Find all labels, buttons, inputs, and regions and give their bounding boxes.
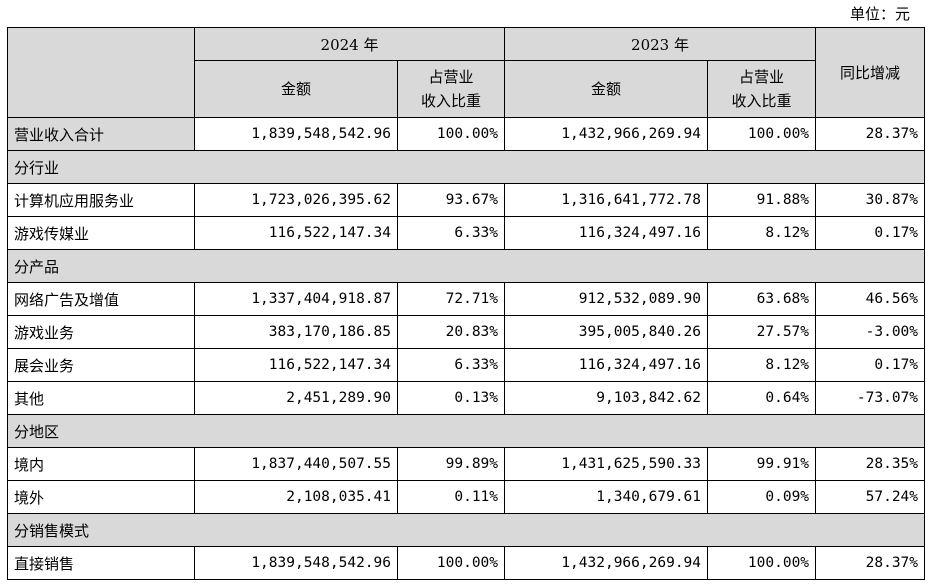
- header-amount-2024: 金额: [194, 60, 398, 118]
- unit-label: 单位：元: [849, 5, 910, 23]
- header-row-columns: 金额 占营业 收入比重 金额 占营业 收入比重: [8, 60, 925, 118]
- table-row: 展会业务 116,522,147.34 6.33% 116,324,497.16 8.1…: [7, 348, 926, 382]
- table-row: 境外 2,108,035.41 0.11% 1,340,679.61 0.09% 57.2…: [7, 480, 926, 514]
- row-label: 游戏传媒业: [7, 216, 195, 250]
- yoy-cell: -3.00%: [815, 315, 926, 349]
- table-body: 2024 年 2023 年 同比增减 金额 占营业 收入比重 金额 占营业 收入…: [6, 27, 926, 580]
- header-corner-cell: [7, 27, 195, 118]
- header-amount-2023: 金额: [504, 60, 709, 118]
- ratio-2024-cell: 0.13%: [396, 381, 506, 415]
- amount-2023-cell: 1,432,966,269.94: [504, 546, 709, 580]
- ratio-2023-cell: 8.12%: [707, 216, 817, 250]
- header-yoy: 同比增减: [815, 27, 926, 118]
- header-year-2023: 2023 年: [504, 27, 817, 61]
- amount-2023-cell: 1,431,625,590.33: [504, 447, 709, 481]
- section-label: 分销售模式: [6, 513, 926, 547]
- amount-2023-cell: 116,324,497.16: [504, 216, 709, 250]
- ratio-2024-cell: 6.33%: [396, 216, 506, 250]
- row-label: 直接销售: [7, 546, 195, 580]
- row-label: 网络广告及增值: [7, 282, 195, 316]
- table-row: 营业收入合计 1,839,548,542.96 100.00% 1,432,966,2…: [7, 117, 926, 151]
- amount-2024-cell: 383,170,186.85: [194, 315, 398, 349]
- ratio-2023-cell: 63.68%: [707, 282, 817, 316]
- amount-2024-cell: 116,522,147.34: [194, 216, 398, 250]
- ratio-2023-cell: 27.57%: [707, 315, 817, 349]
- header-ratio-line1: 占营业: [739, 68, 785, 86]
- amount-2024-cell: 1,723,026,395.62: [194, 183, 398, 217]
- ratio-2023-cell: 8.12%: [707, 348, 817, 382]
- row-label: 计算机应用服务业: [7, 183, 195, 217]
- amount-2023-cell: 1,316,641,772.78: [504, 183, 709, 217]
- yoy-cell: 0.17%: [815, 216, 926, 250]
- yoy-cell: 28.35%: [815, 447, 926, 481]
- amount-2023-cell: 912,532,089.90: [504, 282, 709, 316]
- yoy-cell: 28.37%: [815, 117, 926, 151]
- section-label: 分地区: [6, 414, 926, 448]
- ratio-2024-cell: 99.89%: [396, 447, 506, 481]
- table-row: 游戏业务 383,170,186.85 20.83% 395,005,840.26 27…: [7, 315, 926, 349]
- ratio-2023-cell: 0.09%: [707, 480, 817, 514]
- ratio-2024-cell: 6.33%: [396, 348, 506, 382]
- ratio-2024-cell: 100.00%: [396, 117, 506, 151]
- table-row: 其他 2,451,289.90 0.13% 9,103,842.62 0.64% -73.…: [7, 381, 926, 415]
- section-row: 分销售模式: [6, 513, 926, 547]
- header-row-years: 2024 年 2023 年 同比增减: [7, 27, 926, 118]
- amount-2023-cell: 116,324,497.16: [504, 348, 709, 382]
- amount-2023-cell: 395,005,840.26: [504, 315, 709, 349]
- amount-2024-cell: 2,451,289.90: [194, 381, 398, 415]
- header-ratio-2024: 占营业 收入比重: [396, 60, 506, 118]
- ratio-2024-cell: 0.11%: [396, 480, 506, 514]
- yoy-cell: 46.56%: [815, 282, 926, 316]
- section-label: 分产品: [6, 249, 926, 283]
- header-year-2024: 2024 年: [193, 27, 506, 61]
- header-ratio-2023: 占营业 收入比重: [707, 60, 817, 118]
- amount-2024-cell: 1,337,404,918.87: [194, 282, 398, 316]
- amount-2024-cell: 116,522,147.34: [194, 348, 398, 382]
- amount-2023-cell: 1,340,679.61: [504, 480, 709, 514]
- row-label: 境外: [7, 480, 195, 514]
- amount-2024-cell: 1,839,548,542.96: [194, 117, 398, 151]
- yoy-cell: 28.37%: [815, 546, 926, 580]
- section-row: 分地区: [6, 414, 926, 448]
- amount-2024-cell: 2,108,035.41: [194, 480, 398, 514]
- ratio-2024-cell: 93.67%: [396, 183, 506, 217]
- table-row: 直接销售 1,839,548,542.96 100.00% 1,432,966,269…: [7, 546, 926, 580]
- row-label: 境内: [7, 447, 195, 481]
- yoy-cell: 30.87%: [815, 183, 926, 217]
- section-row: 分行业: [6, 150, 926, 184]
- ratio-2023-cell: 100.00%: [707, 546, 817, 580]
- yoy-cell: 0.17%: [815, 348, 926, 382]
- ratio-2023-cell: 99.91%: [707, 447, 817, 481]
- ratio-2024-cell: 20.83%: [396, 315, 506, 349]
- ratio-2023-cell: 100.00%: [707, 117, 817, 151]
- ratio-2024-cell: 100.00%: [396, 546, 506, 580]
- table-row: 网络广告及增值 1,337,404,918.87 72.71% 912,532,089…: [7, 282, 926, 316]
- ratio-2024-cell: 72.71%: [396, 282, 506, 316]
- section-label: 分行业: [6, 150, 926, 184]
- table-row: 计算机应用服务业 1,723,026,395.62 93.67% 1,316,641,…: [7, 183, 926, 217]
- amount-2024-cell: 1,839,548,542.96: [194, 546, 398, 580]
- row-label: 营业收入合计: [7, 117, 195, 151]
- revenue-table: 2024 年 2023 年 同比增减 金额 占营业 收入比重 金额 占营业 收入…: [6, 27, 926, 580]
- ratio-2023-cell: 0.64%: [707, 381, 817, 415]
- section-row: 分产品: [6, 249, 926, 283]
- row-label: 其他: [7, 381, 195, 415]
- amount-2023-cell: 1,432,966,269.94: [504, 117, 709, 151]
- amount-2023-cell: 9,103,842.62: [504, 381, 709, 415]
- header-ratio-line1: 占营业: [428, 68, 474, 86]
- yoy-cell: -73.07%: [815, 381, 926, 415]
- table-row: 游戏传媒业 116,522,147.34 6.33% 116,324,497.16 8.…: [7, 216, 926, 250]
- amount-2024-cell: 1,837,440,507.55: [194, 447, 398, 481]
- row-label: 游戏业务: [7, 315, 195, 349]
- yoy-cell: 57.24%: [815, 480, 926, 514]
- ratio-2023-cell: 91.88%: [707, 183, 817, 217]
- header-ratio-line2: 收入比重: [731, 92, 792, 110]
- header-ratio-line2: 收入比重: [421, 92, 482, 110]
- table-row: 境内 1,837,440,507.55 99.89% 1,431,625,590.33…: [7, 447, 926, 481]
- row-label: 展会业务: [7, 348, 195, 382]
